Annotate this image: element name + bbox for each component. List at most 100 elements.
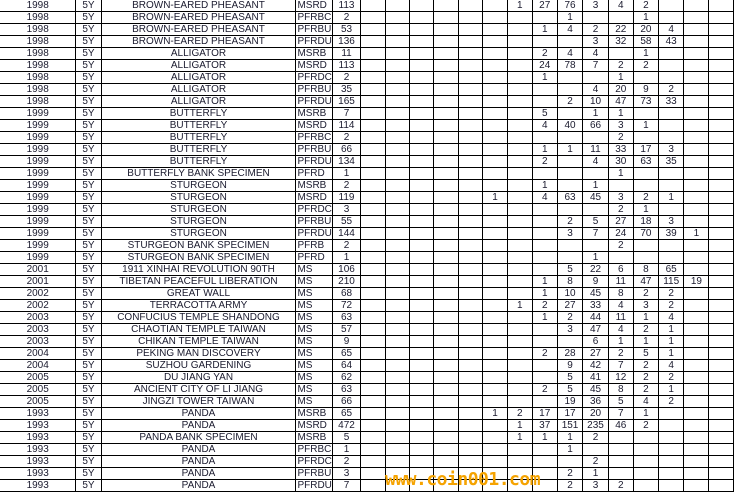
cell-empty[interactable] xyxy=(708,35,734,48)
cell-quantity[interactable]: 2 xyxy=(331,71,362,84)
cell-term[interactable]: 5Y xyxy=(75,215,102,228)
cell-grade-count[interactable]: 3 xyxy=(632,299,659,312)
cell-term[interactable]: 5Y xyxy=(75,95,102,108)
cell-grade-count[interactable]: 10 xyxy=(582,95,609,108)
cell-grade-count[interactable] xyxy=(506,251,533,264)
cell-grade-count[interactable] xyxy=(683,323,710,336)
cell-grade-count[interactable] xyxy=(657,203,685,216)
cell-empty[interactable] xyxy=(708,0,734,12)
cell-grade-count[interactable]: 27 xyxy=(582,347,609,360)
cell-term[interactable]: 5Y xyxy=(75,107,102,120)
cell-grade-count[interactable] xyxy=(556,203,584,216)
cell-grade-count[interactable] xyxy=(408,107,435,120)
cell-grade-count[interactable]: 1 xyxy=(632,311,659,324)
cell-grade-count[interactable] xyxy=(683,71,710,84)
cell-code[interactable]: MSRB xyxy=(295,47,333,60)
cell-grade-count[interactable] xyxy=(384,191,410,204)
cell-code[interactable]: MS xyxy=(295,299,333,312)
cell-grade-count[interactable] xyxy=(360,131,386,144)
cell-grade-count[interactable] xyxy=(683,287,710,300)
cell-grade-count[interactable]: 3 xyxy=(607,119,634,132)
cell-grade-count[interactable]: 235 xyxy=(582,419,609,432)
cell-grade-count[interactable] xyxy=(457,11,484,24)
cell-grade-count[interactable]: 4 xyxy=(657,23,685,36)
cell-grade-count[interactable] xyxy=(506,107,533,120)
cell-grade-count[interactable] xyxy=(556,83,584,96)
cell-year[interactable]: 2005 xyxy=(0,371,77,384)
cell-grade-count[interactable] xyxy=(657,455,685,468)
cell-grade-count[interactable]: 5 xyxy=(607,395,634,408)
cell-grade-count[interactable] xyxy=(408,263,435,276)
cell-term[interactable]: 5Y xyxy=(75,191,102,204)
cell-term[interactable]: 5Y xyxy=(75,35,102,48)
cell-grade-count[interactable] xyxy=(384,119,410,132)
cell-empty[interactable] xyxy=(708,155,734,168)
cell-code[interactable]: MS xyxy=(295,263,333,276)
cell-grade-count[interactable]: 11 xyxy=(607,311,634,324)
cell-quantity[interactable]: 106 xyxy=(331,263,362,276)
cell-grade-count[interactable]: 1 xyxy=(506,299,533,312)
cell-grade-count[interactable] xyxy=(360,251,386,264)
cell-quantity[interactable]: 53 xyxy=(331,23,362,36)
cell-term[interactable]: 5Y xyxy=(75,179,102,192)
cell-grade-count[interactable] xyxy=(457,107,484,120)
cell-grade-count[interactable]: 1 xyxy=(531,143,558,156)
cell-term[interactable]: 5Y xyxy=(75,419,102,432)
cell-grade-count[interactable]: 22 xyxy=(607,23,634,36)
cell-grade-count[interactable] xyxy=(531,95,558,108)
cell-grade-count[interactable] xyxy=(531,239,558,252)
cell-grade-count[interactable] xyxy=(657,71,685,84)
cell-grade-count[interactable] xyxy=(582,167,609,180)
cell-year[interactable]: 2002 xyxy=(0,287,77,300)
cell-grade-count[interactable] xyxy=(457,419,484,432)
cell-grade-count[interactable]: 76 xyxy=(556,0,584,12)
cell-grade-count[interactable]: 30 xyxy=(607,155,634,168)
cell-grade-count[interactable] xyxy=(482,263,508,276)
cell-grade-count[interactable] xyxy=(582,203,609,216)
cell-name[interactable]: GREAT WALL xyxy=(100,287,297,300)
cell-grade-count[interactable] xyxy=(482,323,508,336)
cell-quantity[interactable]: 2 xyxy=(331,239,362,252)
cell-grade-count[interactable] xyxy=(384,431,410,444)
cell-grade-count[interactable] xyxy=(506,155,533,168)
cell-grade-count[interactable] xyxy=(531,83,558,96)
cell-empty[interactable] xyxy=(708,479,734,492)
cell-year[interactable]: 1999 xyxy=(0,131,77,144)
cell-grade-count[interactable] xyxy=(482,347,508,360)
cell-grade-count[interactable] xyxy=(482,419,508,432)
cell-grade-count[interactable]: 2 xyxy=(531,47,558,60)
cell-grade-count[interactable]: 1 xyxy=(632,119,659,132)
cell-grade-count[interactable] xyxy=(683,203,710,216)
cell-grade-count[interactable] xyxy=(657,443,685,456)
cell-term[interactable]: 5Y xyxy=(75,407,102,420)
cell-grade-count[interactable]: 2 xyxy=(531,155,558,168)
cell-grade-count[interactable] xyxy=(683,335,710,348)
cell-grade-count[interactable] xyxy=(408,407,435,420)
cell-grade-count[interactable] xyxy=(607,467,634,480)
cell-empty[interactable] xyxy=(708,11,734,24)
cell-grade-count[interactable]: 18 xyxy=(632,215,659,228)
cell-grade-count[interactable] xyxy=(433,299,459,312)
cell-quantity[interactable]: 113 xyxy=(331,0,362,12)
cell-grade-count[interactable] xyxy=(408,299,435,312)
cell-grade-count[interactable] xyxy=(360,431,386,444)
cell-code[interactable]: PFRBC xyxy=(295,11,333,24)
cell-grade-count[interactable] xyxy=(657,0,685,12)
cell-grade-count[interactable]: 37 xyxy=(531,419,558,432)
cell-grade-count[interactable]: 2 xyxy=(607,479,634,492)
cell-grade-count[interactable] xyxy=(457,47,484,60)
cell-grade-count[interactable] xyxy=(433,143,459,156)
cell-grade-count[interactable] xyxy=(683,191,710,204)
cell-grade-count[interactable] xyxy=(384,395,410,408)
cell-grade-count[interactable] xyxy=(482,179,508,192)
cell-grade-count[interactable] xyxy=(531,251,558,264)
cell-grade-count[interactable] xyxy=(433,95,459,108)
cell-grade-count[interactable] xyxy=(632,455,659,468)
cell-quantity[interactable]: 136 xyxy=(331,35,362,48)
cell-code[interactable]: MS xyxy=(295,383,333,396)
cell-grade-count[interactable] xyxy=(457,239,484,252)
cell-term[interactable]: 5Y xyxy=(75,203,102,216)
cell-empty[interactable] xyxy=(708,335,734,348)
cell-grade-count[interactable] xyxy=(433,239,459,252)
cell-grade-count[interactable] xyxy=(433,287,459,300)
